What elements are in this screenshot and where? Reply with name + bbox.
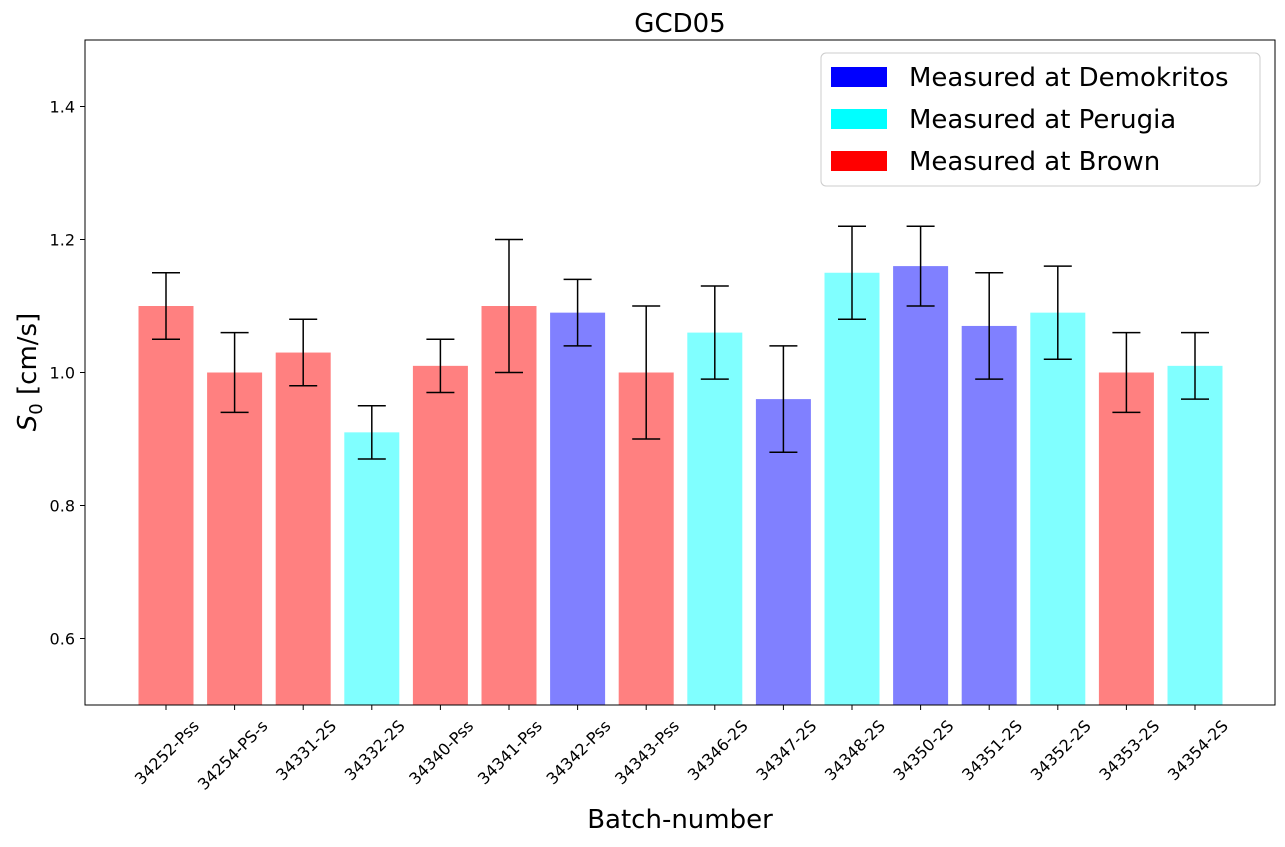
legend-box	[820, 52, 1261, 187]
bar	[138, 306, 194, 705]
bar	[207, 372, 263, 705]
errorbars-group	[152, 225, 1209, 460]
y-tick-label: 1.2	[50, 231, 75, 250]
y-axis-label-unit: [cm/s]	[13, 313, 43, 403]
x-axis-label: Batch-number	[587, 805, 773, 835]
bar	[687, 332, 743, 705]
bar	[1030, 312, 1086, 705]
bar	[893, 266, 949, 705]
y-axis: 0.6 0.8 1.0 1.2 1.4	[50, 98, 85, 649]
legend-label: Measured at Demokritos	[909, 63, 1229, 93]
legend-swatch	[831, 109, 887, 129]
bar	[344, 432, 400, 705]
bar	[412, 365, 468, 705]
legend-swatch	[831, 67, 887, 87]
legend: Measured at Demokritos Measured at Perugi…	[820, 52, 1261, 187]
bar	[550, 312, 606, 705]
y-tick-label: 1.4	[50, 98, 75, 117]
bar	[824, 272, 880, 705]
legend-label: Measured at Brown	[909, 147, 1160, 177]
bar	[961, 325, 1017, 705]
legend-label: Measured at Perugia	[909, 105, 1176, 135]
y-axis-label-symbol: S	[13, 415, 43, 432]
y-tick-label: 0.8	[50, 497, 75, 516]
bar	[275, 352, 331, 705]
y-axis-label-subscript: 0	[26, 403, 47, 414]
bar	[1167, 365, 1223, 705]
y-tick-label: 1.0	[50, 364, 75, 383]
legend-swatch	[831, 151, 887, 171]
bars-group	[138, 266, 1223, 705]
y-tick-label: 0.6	[50, 630, 75, 649]
bar	[1098, 372, 1154, 705]
chart-title: GCD05	[634, 9, 725, 39]
y-axis-label: S0 [cm/s]	[13, 313, 47, 431]
